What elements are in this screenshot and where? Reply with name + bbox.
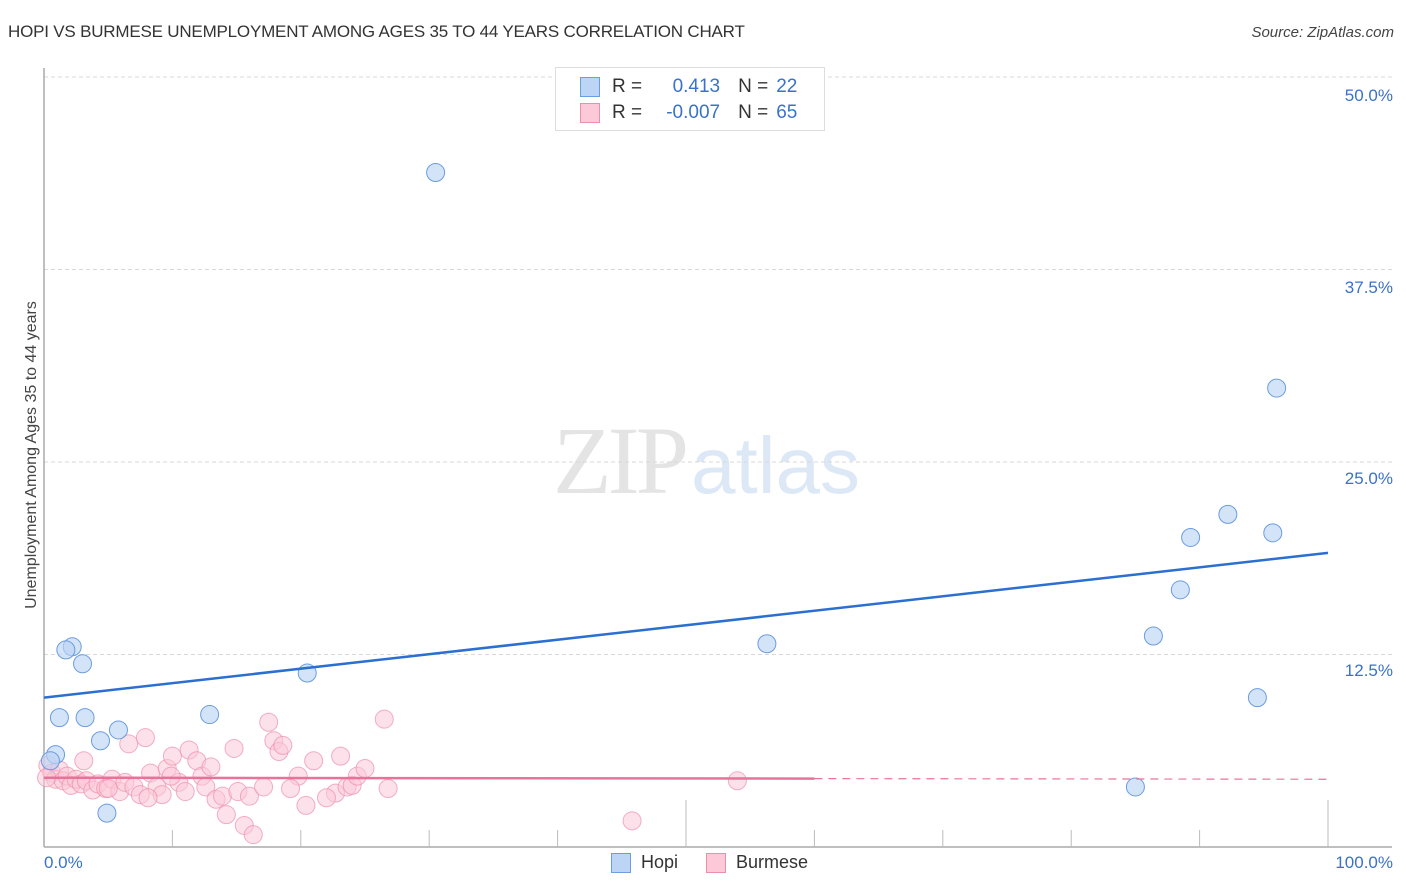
hopi-point: [75, 708, 95, 728]
y-tick-12-5: 12.5%: [1344, 661, 1393, 680]
hopi-point: [1170, 580, 1190, 600]
hopi-point: [1247, 688, 1267, 708]
y-axis-label: Unemployment Among Ages 35 to 44 years: [23, 301, 40, 609]
series-legend: Hopi Burmese: [611, 852, 836, 873]
hopi-point: [426, 162, 446, 182]
burmese-trend-line: [43, 776, 815, 780]
burmese-point: [175, 782, 195, 802]
burmese-point: [216, 805, 236, 825]
watermark-zip: ZIP: [553, 407, 689, 514]
burmese-trend-extension: [814, 778, 1329, 780]
r-label: R =: [612, 76, 643, 97]
hopi-trend-line: [43, 551, 1329, 699]
burmese-point: [378, 778, 398, 798]
burmese-point: [138, 788, 158, 808]
watermark: ZIPatlas: [553, 405, 860, 516]
hopi-point: [40, 751, 60, 771]
legend-label-hopi: Hopi: [641, 852, 679, 872]
hopi-swatch-icon: [611, 852, 631, 873]
burmese-swatch-icon: [706, 852, 727, 873]
hopi-point: [49, 708, 69, 728]
hopi-swatch-icon: [580, 77, 600, 97]
chart-title: HOPI VS BURMESE UNEMPLOYMENT AMONG AGES …: [8, 22, 745, 41]
burmese-point: [281, 778, 301, 798]
burmese-point: [161, 766, 181, 786]
burmese-point: [74, 751, 94, 771]
correlation-legend: R = 0.413 N = 22 R = -0.007 N = 65: [555, 67, 825, 131]
hopi-point: [90, 731, 110, 751]
hopi-point: [1181, 527, 1201, 547]
legend-row-hopi: R = 0.413 N = 22: [580, 75, 797, 99]
burmese-point: [355, 758, 375, 778]
burmese-point: [162, 746, 182, 766]
n-label: N =: [738, 76, 769, 97]
hopi-point: [56, 640, 76, 660]
burmese-point: [239, 786, 259, 806]
burmese-point: [316, 788, 336, 808]
burmese-point: [331, 746, 351, 766]
hopi-point: [1267, 378, 1287, 398]
burmese-point: [296, 795, 316, 815]
n-value: 65: [776, 102, 798, 123]
legend-row-burmese: R = -0.007 N = 65: [580, 101, 797, 125]
burmese-point: [243, 825, 263, 845]
hopi-point: [108, 720, 128, 740]
r-label: R =: [612, 102, 643, 123]
legend-item-hopi[interactable]: Hopi: [611, 852, 678, 873]
hopi-point: [1143, 626, 1163, 646]
burmese-point: [201, 757, 221, 777]
burmese-point: [98, 778, 118, 798]
burmese-point: [304, 751, 324, 771]
y-tick-50: 50.0%: [1344, 86, 1393, 105]
burmese-point: [135, 728, 155, 748]
hopi-point: [1263, 523, 1283, 543]
hopi-point: [1125, 777, 1145, 797]
r-value: -0.007: [666, 102, 721, 123]
hopi-point: [1218, 504, 1238, 524]
y-tick-37-5: 37.5%: [1344, 278, 1393, 297]
source-label: Source: ZipAtlas.com: [1251, 24, 1394, 41]
burmese-point: [224, 738, 244, 758]
watermark-atlas: atlas: [691, 421, 860, 510]
hopi-point: [200, 705, 220, 725]
y-tick-25: 25.0%: [1344, 469, 1393, 488]
burmese-point: [374, 709, 394, 729]
burmese-point: [727, 771, 747, 791]
x-tick-0: 0.0%: [44, 853, 83, 872]
legend-label-burmese: Burmese: [736, 852, 809, 872]
x-tick-100: 100.0%: [1335, 853, 1393, 872]
burmese-point: [119, 734, 139, 754]
burmese-point: [254, 777, 274, 797]
burmese-point: [273, 735, 293, 755]
legend-item-burmese[interactable]: Burmese: [706, 852, 808, 873]
burmese-point: [259, 712, 279, 732]
hopi-point: [73, 654, 93, 674]
n-label: N =: [738, 102, 769, 123]
n-value: 22: [776, 76, 798, 97]
r-value: 0.413: [672, 76, 721, 97]
hopi-point: [97, 803, 117, 823]
hopi-point: [757, 634, 777, 654]
burmese-swatch-icon: [580, 103, 600, 123]
burmese-point: [622, 811, 642, 831]
